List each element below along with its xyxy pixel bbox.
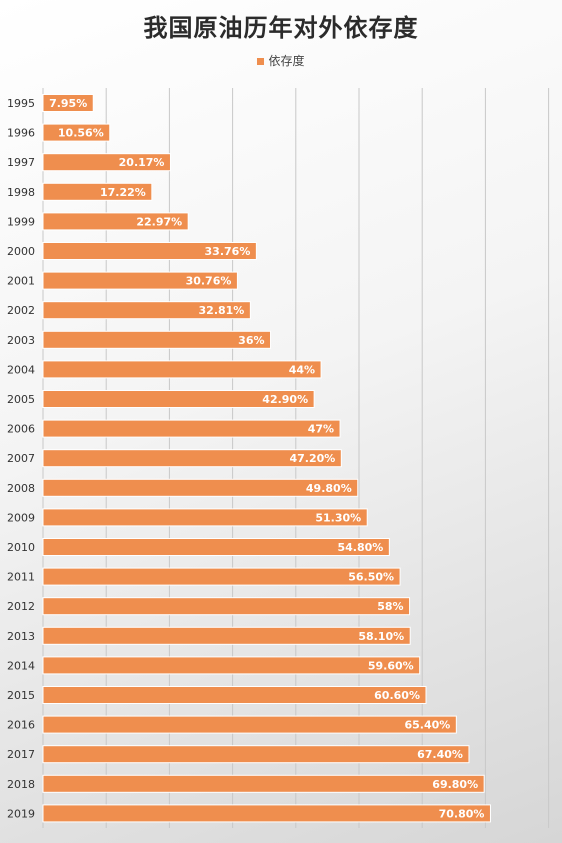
bar-2018 bbox=[42, 774, 485, 793]
bar-2014 bbox=[42, 656, 421, 675]
bar-2011 bbox=[42, 567, 401, 586]
y-tick-1998: 1998 bbox=[7, 186, 35, 199]
bar-2017 bbox=[42, 745, 470, 764]
data-label-1997: 20.17% bbox=[119, 156, 165, 169]
bar-2016 bbox=[42, 715, 457, 734]
data-label-2009: 51.30% bbox=[315, 511, 361, 524]
bar-2003 bbox=[42, 330, 272, 349]
legend: 依存度 bbox=[0, 52, 562, 69]
y-tick-2004: 2004 bbox=[7, 363, 35, 376]
data-label-2017: 67.40% bbox=[417, 748, 463, 761]
data-label-1995: 7.95% bbox=[49, 97, 87, 110]
y-tick-2002: 2002 bbox=[7, 304, 35, 317]
y-tick-2008: 2008 bbox=[7, 482, 35, 495]
y-tick-1999: 1999 bbox=[7, 215, 35, 228]
legend-swatch bbox=[257, 58, 265, 65]
data-label-2007: 47.20% bbox=[289, 452, 335, 465]
y-tick-2009: 2009 bbox=[7, 511, 35, 524]
y-tick-2017: 2017 bbox=[7, 748, 35, 761]
y-tick-2019: 2019 bbox=[7, 807, 35, 820]
bar-2013 bbox=[42, 626, 411, 645]
data-label-2000: 33.76% bbox=[205, 245, 251, 258]
data-label-2018: 69.80% bbox=[432, 778, 478, 791]
bar-2015 bbox=[42, 686, 427, 704]
data-label-2011: 56.50% bbox=[348, 571, 394, 584]
y-tick-2016: 2016 bbox=[7, 719, 35, 732]
y-tick-2013: 2013 bbox=[7, 630, 35, 643]
data-label-2015: 60.60% bbox=[374, 689, 420, 702]
data-label-2014: 59.60% bbox=[368, 659, 414, 672]
data-label-1999: 22.97% bbox=[136, 215, 182, 228]
bar-2009 bbox=[42, 508, 368, 527]
y-tick-2007: 2007 bbox=[7, 452, 35, 465]
data-label-2001: 30.76% bbox=[186, 275, 232, 288]
bar-2001 bbox=[42, 271, 238, 290]
data-label-2016: 65.40% bbox=[404, 719, 450, 732]
y-tick-1997: 1997 bbox=[7, 156, 35, 169]
bar-2008 bbox=[42, 478, 359, 497]
data-label-2013: 58.10% bbox=[358, 630, 404, 643]
data-label-2002: 32.81% bbox=[199, 304, 245, 317]
bar-1995 bbox=[42, 94, 94, 112]
bar-1999 bbox=[42, 212, 189, 231]
bar-2007 bbox=[42, 449, 342, 468]
y-tick-2011: 2011 bbox=[7, 571, 35, 584]
data-label-2010: 54.80% bbox=[338, 541, 384, 554]
y-tick-2018: 2018 bbox=[7, 778, 35, 791]
y-tick-2006: 2006 bbox=[7, 423, 35, 436]
chart-title: 我国原油历年对外依存度 bbox=[143, 13, 419, 42]
y-tick-2003: 2003 bbox=[7, 334, 35, 347]
bar-2005 bbox=[42, 390, 315, 408]
y-tick-1995: 1995 bbox=[7, 97, 35, 110]
bar-2000 bbox=[42, 242, 257, 260]
y-tick-2014: 2014 bbox=[7, 659, 35, 672]
bar-1998 bbox=[42, 182, 153, 201]
bar-2004 bbox=[42, 360, 322, 379]
y-tick-2001: 2001 bbox=[7, 275, 35, 288]
y-tick-2000: 2000 bbox=[7, 245, 35, 258]
y-tick-1996: 1996 bbox=[7, 127, 35, 140]
data-label-2008: 49.80% bbox=[306, 482, 352, 495]
bar-2002 bbox=[42, 301, 251, 320]
bar-1996 bbox=[42, 123, 111, 142]
y-tick-2012: 2012 bbox=[7, 600, 35, 613]
data-label-2006: 47% bbox=[308, 423, 334, 436]
bar-2012 bbox=[42, 597, 411, 616]
y-tick-2010: 2010 bbox=[7, 541, 35, 554]
bar-2019 bbox=[42, 804, 491, 823]
bar-2010 bbox=[42, 538, 390, 556]
data-label-2004: 44% bbox=[289, 363, 315, 376]
y-tick-2005: 2005 bbox=[7, 393, 35, 406]
data-label-1998: 17.22% bbox=[100, 186, 146, 199]
data-label-1996: 10.56% bbox=[58, 127, 104, 140]
bar-1997 bbox=[42, 153, 171, 172]
data-label-2005: 42.90% bbox=[262, 393, 308, 406]
data-label-2019: 70.80% bbox=[439, 807, 485, 820]
y-tick-2015: 2015 bbox=[7, 689, 35, 702]
legend-label: 依存度 bbox=[268, 54, 305, 68]
data-label-2012: 58% bbox=[377, 600, 403, 613]
data-label-2003: 36% bbox=[238, 334, 264, 347]
bar-2006 bbox=[42, 419, 341, 438]
